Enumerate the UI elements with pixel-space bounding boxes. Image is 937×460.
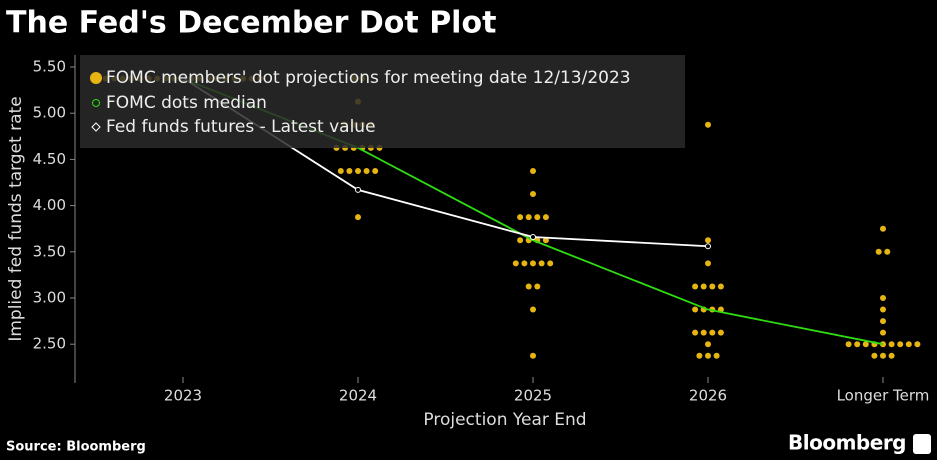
fomc-dot <box>854 341 861 348</box>
futures-marker <box>705 243 711 250</box>
chart-title: The Fed's December Dot Plot <box>6 6 496 41</box>
fomc-dot <box>880 225 886 232</box>
fomc-dot <box>705 237 711 244</box>
fomc-dot <box>705 352 711 359</box>
x-tick-label: 2025 <box>514 387 552 405</box>
fomc-dot <box>845 341 852 348</box>
fomc-dot <box>717 283 724 290</box>
fomc-dot <box>700 283 707 290</box>
fomc-dot <box>705 121 711 128</box>
fomc-dot <box>530 191 536 198</box>
fomc-dot <box>696 352 703 359</box>
x-axis-label: Projection Year End <box>423 410 586 430</box>
fomc-dot <box>534 283 541 290</box>
x-tick-label: Longer Term <box>837 387 930 405</box>
fomc-dot <box>880 352 886 359</box>
fomc-dot <box>692 306 699 313</box>
fomc-dot <box>525 283 532 290</box>
fomc-dot <box>346 167 353 174</box>
fomc-dot <box>372 167 379 174</box>
fomc-dot <box>717 329 724 336</box>
fomc-dot <box>337 167 344 174</box>
fomc-dot <box>530 260 536 267</box>
fomc-dot <box>897 341 904 348</box>
fomc-dot <box>692 283 699 290</box>
fomc-dot <box>530 352 536 359</box>
fomc-dot <box>512 260 519 267</box>
fomc-dot <box>709 283 716 290</box>
fomc-dot <box>530 306 536 313</box>
legend-label: Fed funds futures - Latest value <box>106 117 376 137</box>
fomc-dot <box>871 352 878 359</box>
fomc-dot <box>530 167 536 174</box>
y-tick-label: 2.50 <box>33 335 66 353</box>
legend-marker <box>92 99 100 107</box>
legend-label: FOMC members' dot projections for meetin… <box>106 68 631 88</box>
x-tick-label: 2024 <box>339 387 377 405</box>
legend-label: FOMC dots median <box>106 93 267 113</box>
fomc-dot <box>713 352 720 359</box>
fomc-dot <box>914 341 921 348</box>
futures-marker <box>355 186 361 193</box>
fomc-dot <box>880 294 886 301</box>
fomc-dot <box>880 329 886 336</box>
fomc-dot <box>700 329 707 336</box>
fomc-dot <box>525 214 532 221</box>
fomc-dot <box>542 214 549 221</box>
fomc-dot <box>905 341 912 348</box>
fomc-dot <box>862 341 869 348</box>
legend-marker <box>90 72 102 84</box>
fomc-dot <box>705 341 711 348</box>
y-tick-label: 4.50 <box>33 150 66 168</box>
fomc-dot <box>534 214 541 221</box>
x-tick-label: 2026 <box>689 387 727 405</box>
y-tick-label: 5.50 <box>33 58 66 76</box>
y-tick-label: 3.00 <box>33 288 66 306</box>
fomc-dot <box>880 318 886 325</box>
fomc-dot <box>692 329 699 336</box>
fomc-dot <box>517 214 524 221</box>
legend-box <box>80 55 685 148</box>
fomc-dot <box>705 260 711 267</box>
fomc-dot <box>884 248 891 255</box>
brand: Bloomberg <box>788 431 906 455</box>
y-tick-label: 5.00 <box>33 104 66 122</box>
y-tick-label: 3.50 <box>33 242 66 260</box>
fomc-dot <box>542 237 549 244</box>
fomc-dot <box>709 329 716 336</box>
fomc-dot <box>355 214 361 221</box>
fomc-dot <box>547 260 554 267</box>
brand-icon <box>913 434 931 454</box>
source: Source: Bloomberg <box>6 440 146 455</box>
y-axis-label: Implied fed funds target rate <box>6 96 26 341</box>
fomc-dot <box>355 167 361 174</box>
fomc-dot <box>538 260 545 267</box>
y-tick-label: 4.00 <box>33 196 66 214</box>
legend-marker <box>91 122 101 132</box>
fomc-dot <box>517 237 524 244</box>
fomc-dot <box>363 167 370 174</box>
futures-marker <box>530 234 536 241</box>
fomc-dot <box>888 352 895 359</box>
fomc-dot <box>521 260 528 267</box>
x-tick-label: 2023 <box>164 387 202 405</box>
fomc-dot <box>880 306 886 313</box>
fomc-dot <box>888 341 895 348</box>
fomc-dot <box>875 248 882 255</box>
